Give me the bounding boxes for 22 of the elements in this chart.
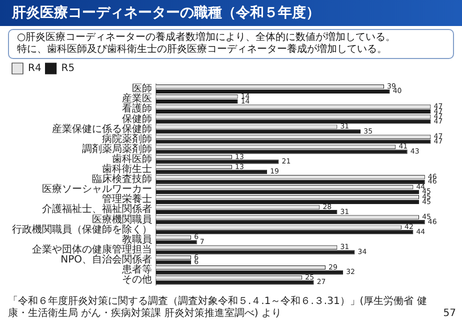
y-tick-label: 臨床検査技師: [92, 173, 152, 186]
y-tick-label: 保健師: [122, 112, 152, 125]
chart-title: 肝炎医療コーディネーターの職種（令和５年度）: [0, 0, 462, 26]
chart-subtitle: ○肝炎医療コーディネーターの養成者数増加により、全体的に数値が増加している。特に、歯科医師及び歯科衛生士の肝炎医療コーディネーター養成が増加している。: [17, 32, 397, 56]
y-tick-label: 教職員: [122, 233, 152, 246]
y-tick-label: その他: [122, 274, 152, 286]
y-tick-label: 病院薬剤師: [102, 132, 152, 145]
y-tick-label: NPO、自治会関係者: [60, 253, 152, 266]
y-tick-label: 介護福祉士、福祉関係者: [42, 203, 152, 216]
y-tick-label: 調剤薬局薬剤師: [82, 142, 152, 155]
text: 「令和６年度肝炎対策に関する調査（調査対象令和５.４.1～令和６.３.31）」(厚生労働省 健康・生活衛生局 がん・疾病対策課 肝炎対策推進室調べ) より: [8, 296, 428, 320]
legend-label: R5: [61, 63, 75, 74]
y-tick-label: 行政機関職員（保健師を除く）: [12, 223, 152, 236]
y-tick-label: 患者等: [121, 264, 152, 276]
text: 57: [443, 308, 456, 320]
y-tick-label: 歯科医師: [112, 152, 152, 165]
y-tick-label: 医療機関職員: [92, 213, 152, 226]
legend-label: R4: [28, 63, 42, 74]
y-tick-label: 看護師: [122, 102, 152, 115]
y-tick-label: 企業や団体の健康管理担当: [32, 243, 152, 256]
bar: [156, 210, 338, 214]
y-tick-label: 産業保健に係る保健師: [52, 122, 152, 135]
